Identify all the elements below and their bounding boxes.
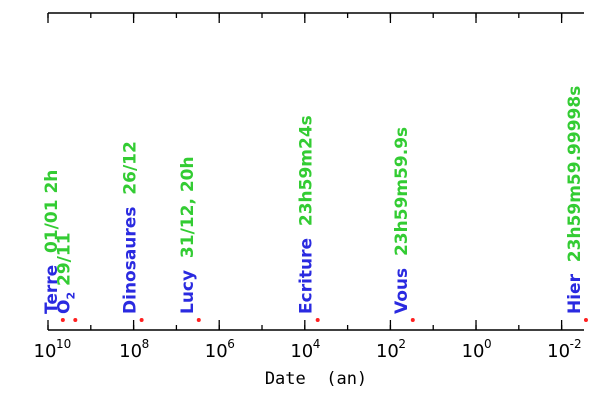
tick-label: 10	[376, 341, 399, 362]
event-label: Dinosaures 26/12	[121, 141, 141, 314]
x-axis-label: Date (an)	[265, 369, 367, 389]
event-label: Terre 01/01 2h	[42, 170, 62, 314]
tick-label-exponent: 0	[484, 337, 492, 351]
event-point	[583, 318, 588, 322]
event-label: Vous 23h59m59.9s	[392, 127, 412, 314]
event-label: O2 29/11	[54, 232, 77, 314]
x-axis-ticks: 10 10 10 8 10 6 10 4 10 2 10 0 10 -2	[34, 13, 582, 362]
event-label: Lucy 31/12, 20h	[178, 156, 198, 314]
tick-label-exponent: 8	[142, 337, 150, 351]
tick-label-exponent: 4	[313, 337, 321, 351]
tick-label: 10	[462, 341, 485, 362]
event-point	[139, 318, 144, 322]
tick-label-exponent: 10	[56, 337, 71, 351]
event-point	[410, 318, 415, 322]
tick-label: 10	[547, 341, 570, 362]
tick-label: 10	[205, 341, 228, 362]
tick-label: 10	[119, 341, 142, 362]
event-point	[196, 318, 201, 322]
tick-label: 10	[34, 341, 57, 362]
tick-label: 10	[290, 341, 313, 362]
tick-label-exponent: 6	[227, 337, 235, 351]
event-label: Ecriture 23h59m24s	[297, 115, 317, 314]
tick-label-exponent: -2	[570, 337, 582, 351]
tick-label-exponent: 2	[398, 337, 406, 351]
event-point	[60, 318, 65, 322]
event-point	[315, 318, 320, 322]
event-label: Hier 23h59m59.99998s	[565, 86, 585, 314]
event-point	[73, 318, 78, 322]
